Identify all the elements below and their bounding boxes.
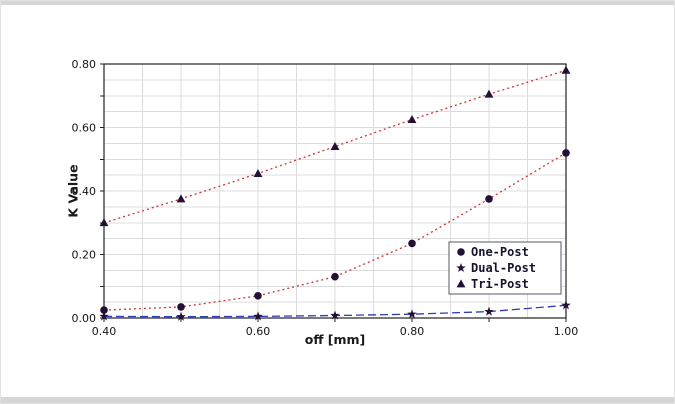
series-markers-tri-post xyxy=(99,65,571,227)
legend-label-dual-post: Dual-Post xyxy=(471,261,536,275)
x-tick-labels: 0.40 0.60 0.80 1.00 xyxy=(92,325,579,338)
y-tick-labels: 0.00 0.20 0.40 0.60 0.80 xyxy=(72,58,97,325)
x-tick-label: 0.80 xyxy=(400,325,425,338)
bottom-edge-strip xyxy=(1,397,674,403)
series-markers-dual-post xyxy=(99,300,571,321)
y-tick-label: 0.00 xyxy=(72,312,97,325)
series-markers-one-post xyxy=(100,149,570,314)
y-tick-label: 0.80 xyxy=(72,58,97,71)
y-tick-label: 0.40 xyxy=(72,185,97,198)
x-tick-label: 1.00 xyxy=(554,325,579,338)
y-tick-label: 0.60 xyxy=(72,122,97,135)
x-tick-label: 0.60 xyxy=(246,325,271,338)
top-edge-strip xyxy=(1,1,674,5)
legend-box xyxy=(448,241,562,295)
legend-label-tri-post: Tri-Post xyxy=(471,277,529,291)
legend-label-one-post: One-Post xyxy=(471,245,529,259)
x-tick-label: 0.40 xyxy=(92,325,117,338)
legend: One-Post Dual-Post Tri-Post xyxy=(448,241,562,295)
y-tick-label: 0.20 xyxy=(72,249,97,262)
y-axis-label: K Value xyxy=(65,164,81,218)
x-axis-label: off [mm] xyxy=(304,332,366,347)
